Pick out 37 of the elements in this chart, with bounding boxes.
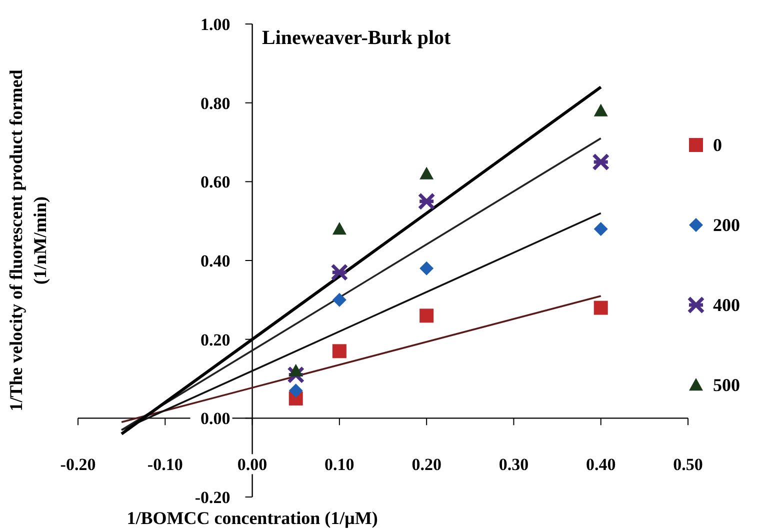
x-tick-label: 0.10: [324, 455, 354, 474]
legend-label: 0: [713, 135, 722, 155]
point: [420, 166, 434, 180]
point: [288, 364, 303, 376]
x-tick-label: 0.50: [673, 455, 703, 474]
point: [287, 366, 305, 384]
point: [332, 344, 346, 358]
x-tick-label: 0.40: [586, 455, 616, 474]
point: [288, 384, 303, 398]
x-tick-label: -0.10: [147, 455, 183, 474]
point: [332, 222, 346, 235]
point: [332, 292, 346, 307]
legend-label: 500: [713, 375, 740, 395]
y-axis-title: 1/The velocity of fluorescent product formed (1/nM/min): [6, 70, 50, 412]
point: [330, 264, 348, 282]
y-tick-label: 0.40: [200, 252, 230, 270]
x-tick-label: 0.20: [412, 455, 442, 474]
chart-title: Lineweaver-Burk plot: [262, 27, 452, 49]
y-tick-label: 0.00: [200, 409, 230, 428]
y-tick-label: 0.20: [200, 330, 230, 350]
y-tick-label: -0.20: [194, 488, 230, 507]
point: [592, 153, 610, 171]
legend-label: 400: [713, 295, 740, 315]
y-tick-label: 1.00: [200, 15, 230, 34]
legend-label: 200: [713, 215, 740, 235]
point: [594, 300, 608, 315]
point: [594, 104, 608, 116]
point: [420, 308, 434, 323]
point: [420, 261, 434, 276]
x-tick-label: 0.00: [237, 455, 268, 474]
y-tick-label: 0.60: [200, 172, 230, 192]
x-axis-title: 1/BOMCC concentration (1/μM): [126, 508, 378, 528]
x-tick-label: -0.20: [60, 455, 96, 474]
point: [418, 192, 436, 210]
y-tick-label: 0.80: [200, 94, 230, 113]
point: [594, 222, 608, 236]
x-tick-label: 0.30: [498, 455, 529, 474]
